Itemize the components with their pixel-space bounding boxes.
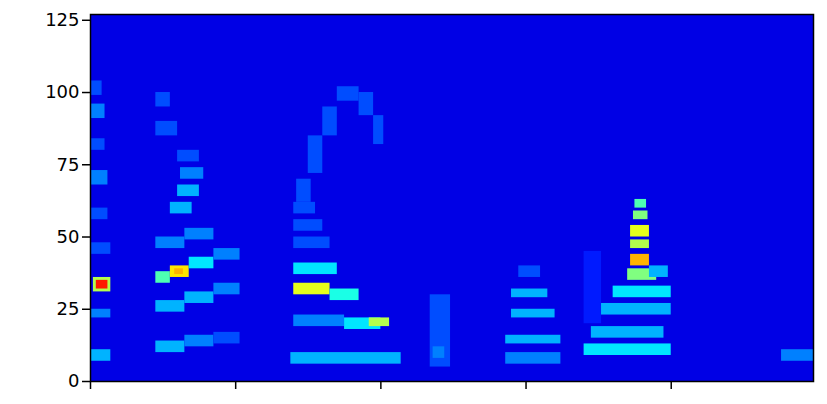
svg-text:0: 0 <box>68 370 79 391</box>
svg-text:75: 75 <box>57 154 80 175</box>
svg-text:50: 50 <box>57 226 80 247</box>
svg-text:125: 125 <box>45 9 79 30</box>
svg-text:25: 25 <box>57 298 80 319</box>
svg-text:100: 100 <box>45 81 79 102</box>
